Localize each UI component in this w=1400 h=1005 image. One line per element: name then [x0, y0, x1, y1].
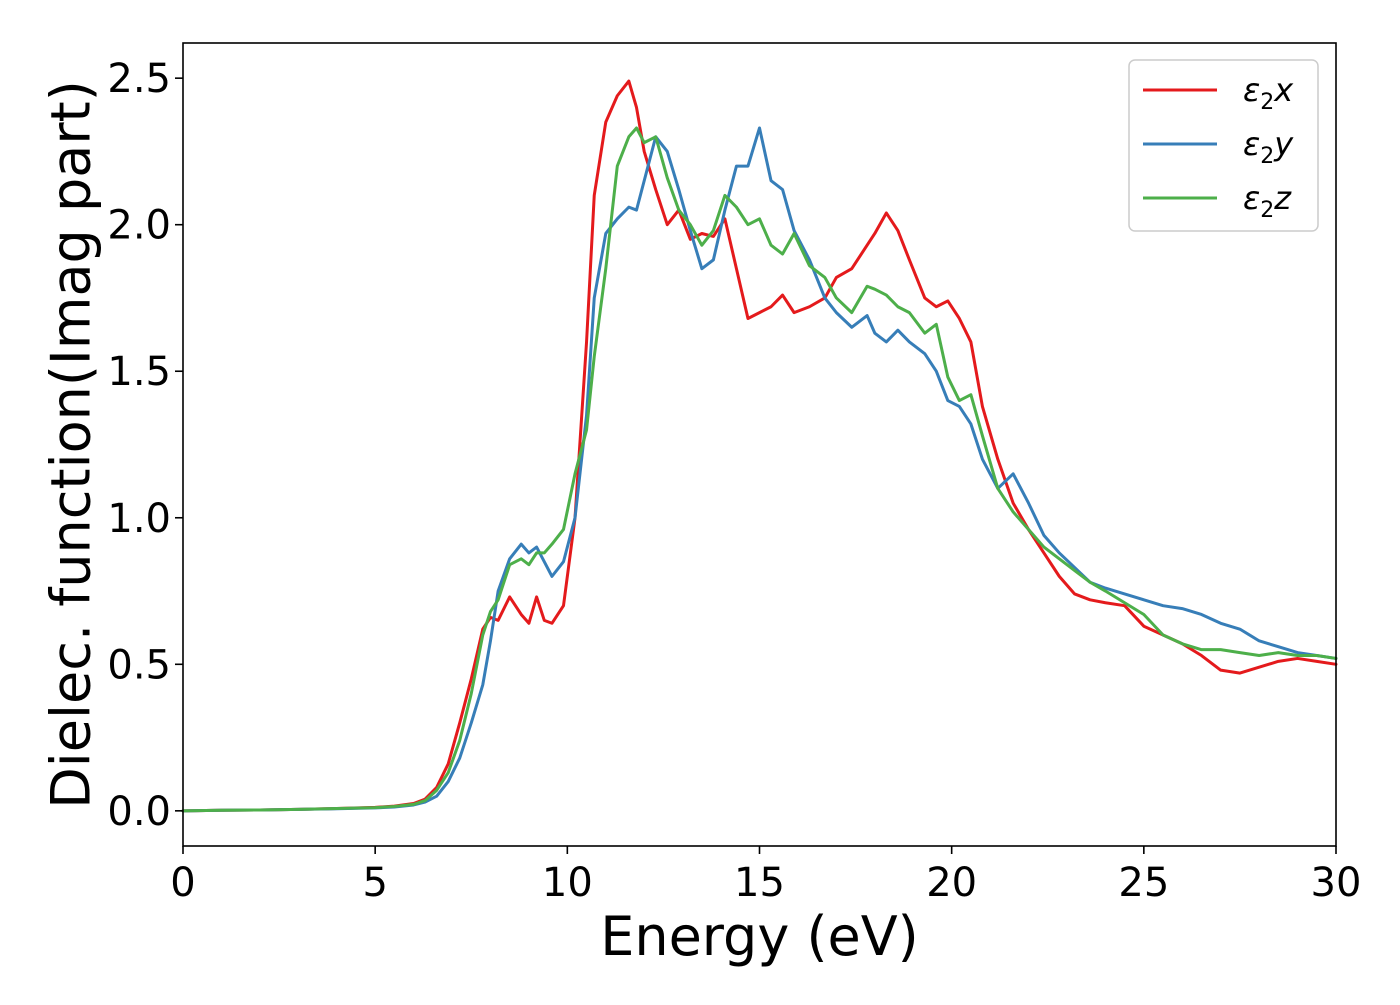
x-tick-label: 25	[1118, 860, 1169, 906]
y-tick-label: 1.5	[107, 349, 171, 395]
series-line-x	[181, 79, 1338, 813]
y-tick-label: 1.0	[107, 496, 171, 542]
x-tick-label: 10	[542, 860, 593, 906]
x-tick-label: 20	[926, 860, 977, 906]
y-axis-label: Dielec. function(Imag part)	[40, 80, 103, 809]
x-tick-label: 30	[1311, 860, 1362, 906]
x-axis: 0 5 10 15 20 25 30	[170, 846, 1361, 906]
legend-label-z: ε2z	[1243, 179, 1292, 223]
legend-label-y: ε2y	[1243, 125, 1294, 169]
series-line-z	[181, 126, 1338, 813]
x-tick-label: 0	[170, 860, 195, 906]
legend: ε2x ε2y ε2z	[1128, 59, 1319, 232]
y-tick-label: 2.5	[107, 56, 171, 102]
y-tick-label: 0.5	[107, 642, 171, 688]
y-axis: 0.0 0.5 1.0 1.5 2.0 2.5	[107, 56, 183, 835]
legend-label-x: ε2x	[1243, 71, 1294, 115]
y-tick-label: 2.0	[107, 203, 171, 249]
x-tick-label: 15	[734, 860, 785, 906]
x-tick-label: 5	[362, 860, 387, 906]
y-tick-label: 0.0	[107, 789, 171, 835]
legend-box	[1128, 59, 1319, 232]
series-layer	[181, 79, 1338, 813]
x-axis-label: Energy (eV)	[600, 905, 919, 968]
